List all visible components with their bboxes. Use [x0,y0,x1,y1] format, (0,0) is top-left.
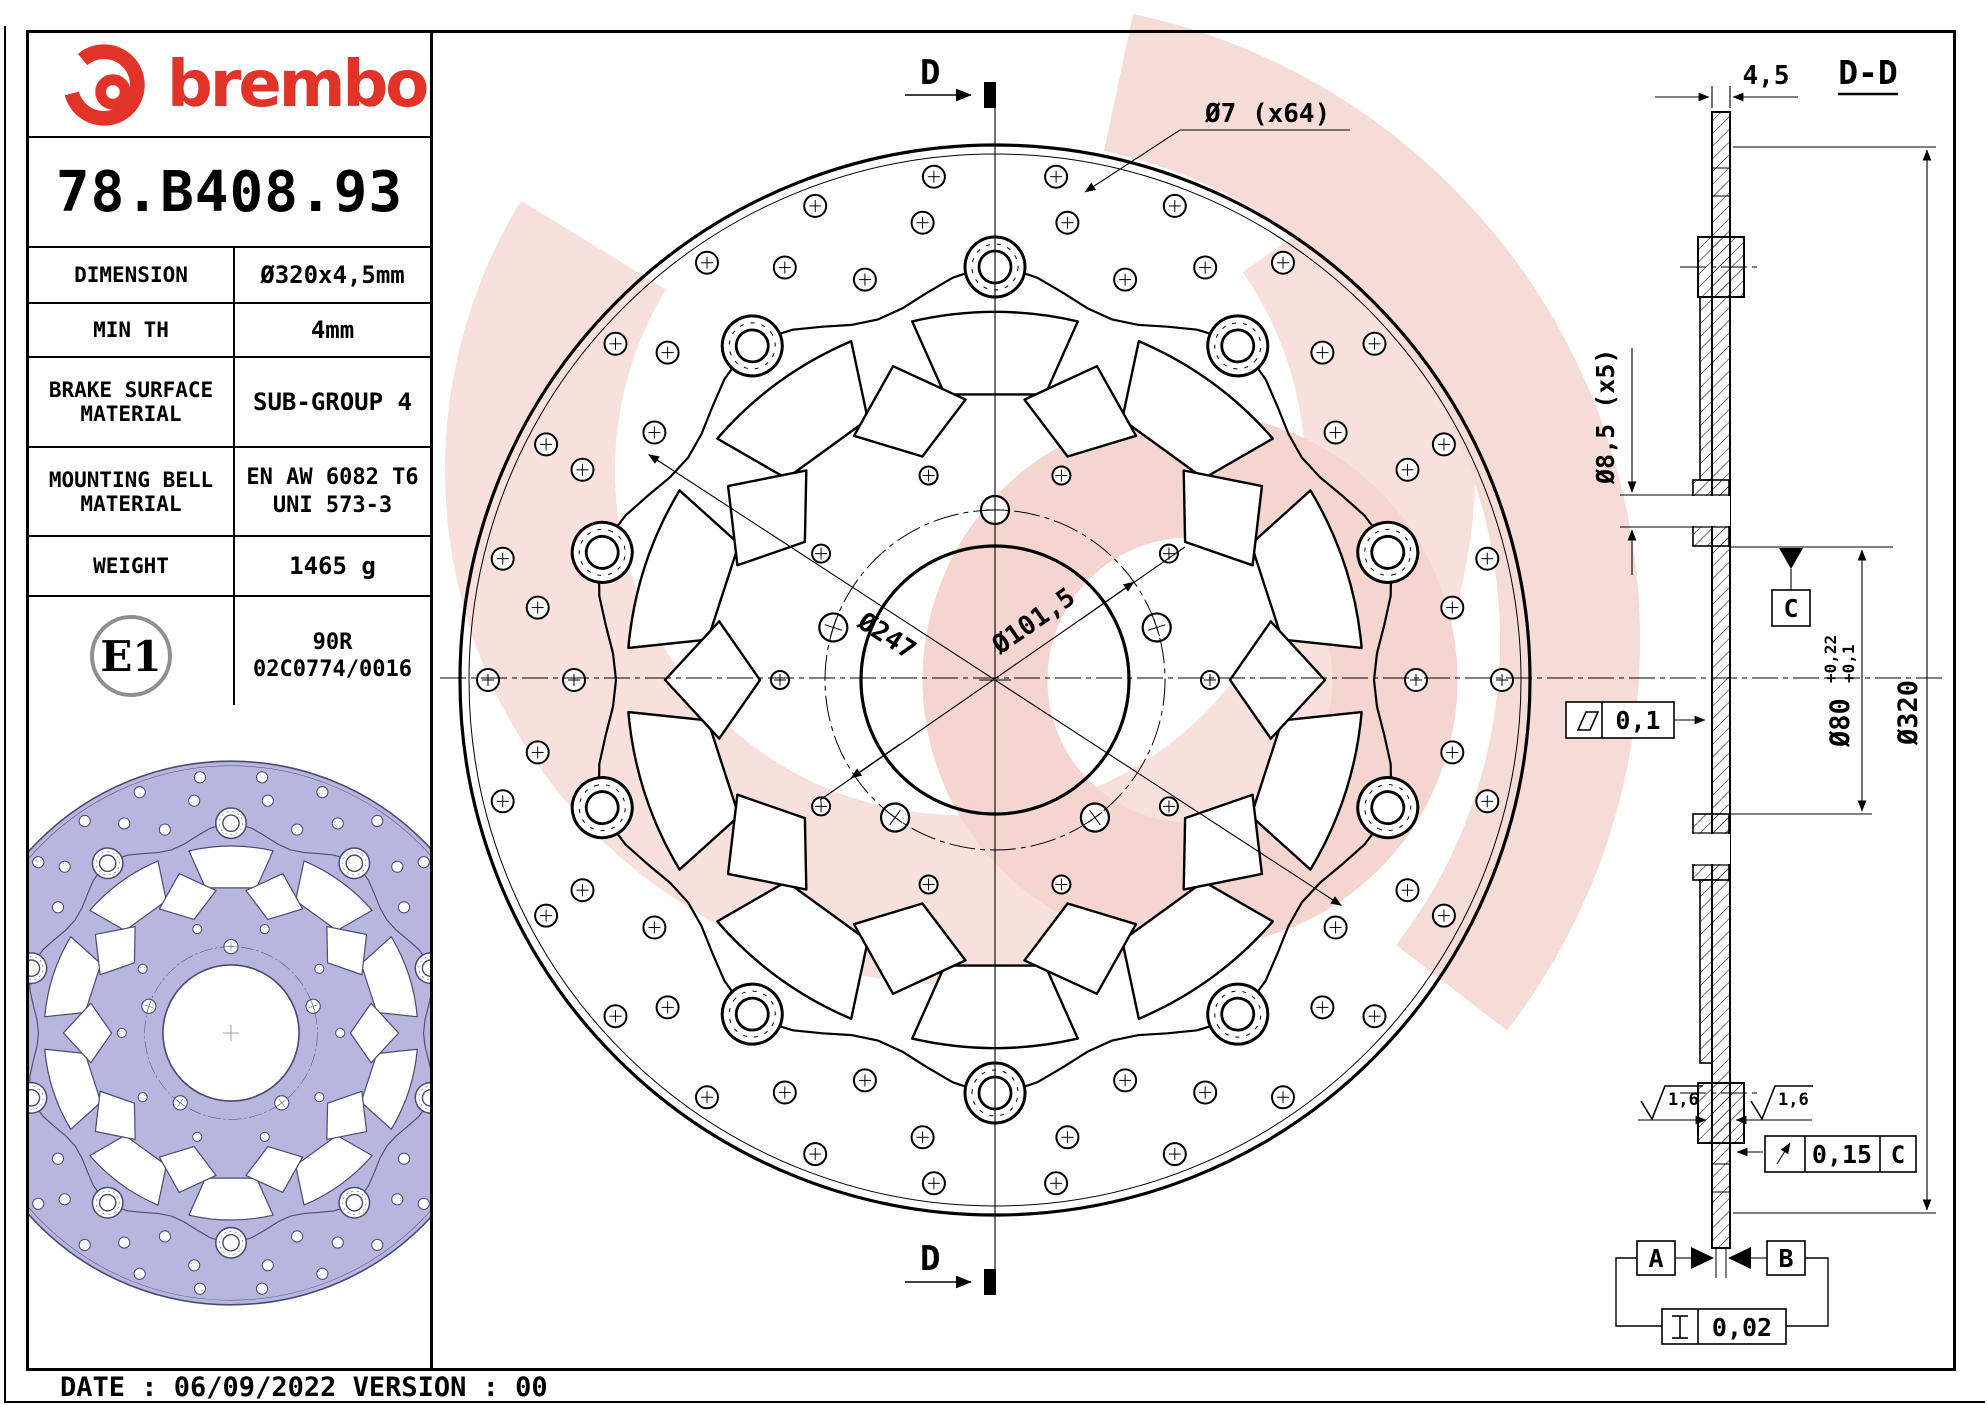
roughness-icon [1640,1085,1703,1121]
section-title: D-D [1838,53,1898,96]
spec-value-text: SUB-GROUP 4 [253,388,412,416]
tol-runout-label: 0,15 [1812,1140,1872,1169]
roughness-left: 1,6 [1638,1085,1707,1125]
logo-row: brembo [29,33,430,138]
tol-runout: 0,15 C [1736,1135,1917,1173]
section-title-text: D-D [1838,53,1898,92]
spec-row-dimension: DIMENSION Ø320x4,5mm [29,248,430,304]
dim-bell-holes: Ø8,5 (x5) [1591,348,1698,575]
spec-label: DIMENSION [29,248,235,302]
spec-row-brake-surface: BRAKE SURFACE MATERIAL SUB-GROUP 4 [29,358,430,448]
brembo-wordmark: brembo [167,47,429,122]
spec-label: E1 [29,597,235,715]
spec-label-text2: MATERIAL [80,402,182,426]
datum-b-arrow [1728,1247,1751,1269]
dim-outer-diameter: Ø320 [1733,146,1936,1214]
spec-value-text: 4mm [310,316,355,344]
spec-value-text: 90R [312,629,353,655]
e1-badge-text: E1 [100,631,162,681]
spec-value: 1465 g [235,537,430,595]
spec-row-mounting-bell: MOUNTING BELL MATERIAL EN AW 6082 T6 UNI… [29,448,430,537]
section-marker-bottom: D [905,1239,996,1295]
part-number: 78.B408.93 [55,159,404,225]
spec-label: BRAKE SURFACE MATERIAL [29,358,235,446]
dim-thickness: 4,5 [1655,61,1798,108]
dim-drill-holes: Ø7 (x64) [1084,99,1350,193]
spec-label-text: MOUNTING BELL [48,467,214,492]
section-braking-band [1711,111,1731,1249]
sheet-edge-left [4,26,6,1403]
dim-bore: Ø80 +0,22 +0,1 [1731,546,1893,815]
disc-illustration [29,760,430,1306]
disc-illustration-panel [29,705,430,1369]
sheet-edge-bottom [4,1401,1985,1403]
dim-drill-holes-label: Ø7 (x64) [1204,99,1330,129]
spec-label-text: WEIGHT [93,554,169,578]
spec-label-text2: MATERIAL [80,491,182,516]
section-bell-bottom [1699,879,1713,1064]
spec-value: 90R 02C0774/0016 [235,597,430,715]
dim-thickness-label: 4,5 [1743,61,1790,91]
datum-a-arrow [1691,1247,1714,1269]
spec-value: SUB-GROUP 4 [235,358,430,446]
tol-flatness: 0,1 [1565,701,1706,739]
spec-value: EN AW 6082 T6 UNI 573-3 [235,448,430,535]
datum-c-label: C [1783,594,1798,623]
section-bell-top [1699,296,1713,481]
dim-bell-holes-label: Ø8,5 (x5) [1591,349,1620,485]
section-bell-hole-top [1692,496,1730,526]
dim-outer-diameter-label: Ø320 [1893,680,1924,746]
datum-b-label: B [1778,1244,1793,1273]
e1-homologation-badge: E1 [90,615,172,697]
section-bobbin-bottom [1697,1082,1745,1144]
dtv-icon [1672,1315,1688,1339]
title-block: brembo 78.B408.93 DIMENSION Ø320x4,5mm M… [29,33,430,717]
section-view [1680,111,1762,1278]
spec-value-text: 1465 g [289,552,376,580]
spec-value: Ø320x4,5mm [235,248,430,302]
spec-label-text: BRAKE SURFACE [48,378,214,402]
tol-dtv-label: 0,02 [1712,1313,1772,1342]
spec-value-text: EN AW 6082 T6 [246,465,419,490]
datum-ab-group: A B 0,02 [1615,1240,1829,1345]
roughness-left-label: 1,6 [1668,1090,1699,1110]
spec-label: MOUNTING BELL MATERIAL [29,448,235,535]
spec-value-text2: 02C0774/0016 [253,657,412,682]
section-bell-hole-bottom [1692,834,1730,864]
tol-flatness-label: 0,1 [1615,706,1660,735]
runout-icon [1776,1142,1791,1165]
spec-label: WEIGHT [29,537,235,595]
dim-bore-tol-low: +0,1 [1839,644,1858,683]
spec-value-text2: UNI 573-3 [272,492,393,518]
dim-bore-tol-up: +0,22 [1821,635,1840,683]
section-marker-top: D [905,53,996,108]
spec-label-text: MIN TH [93,318,169,342]
tol-runout-datum: C [1891,1141,1905,1169]
roughness-right-label: 1,6 [1778,1090,1809,1110]
dim-bore-label: Ø80 [1825,698,1856,748]
datum-a-label: A [1648,1244,1663,1273]
spec-value-text: Ø320x4,5mm [260,261,405,289]
datum-c: C [1771,548,1811,627]
roughness-icon [1750,1085,1813,1121]
spec-row-weight: WEIGHT 1465 g [29,537,430,597]
brembo-logo-icon [63,43,145,126]
panel-divider [430,30,433,1371]
spec-label-text: DIMENSION [74,263,188,287]
spec-label: MIN TH [29,304,235,356]
roughness-right: 1,6 [1735,1085,1813,1125]
part-number-row: 78.B408.93 [29,138,430,248]
section-letter-bottom: D [920,1239,940,1279]
disc-illustration-render [29,760,430,1306]
flatness-icon [1576,711,1600,731]
footer-date-version: DATE : 06/09/2022 VERSION : 00 [60,1372,548,1403]
spec-row-homologation: E1 90R 02C0774/0016 [29,597,430,717]
spec-row-min-th: MIN TH 4mm [29,304,430,358]
spec-value: 4mm [235,304,430,356]
section-letter-top: D [920,53,940,93]
